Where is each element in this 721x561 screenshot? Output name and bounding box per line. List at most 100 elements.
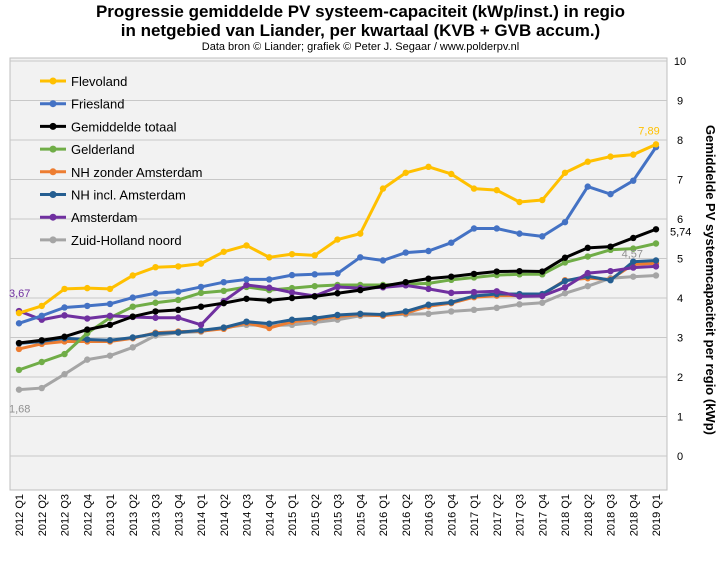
data-label: 5,74 xyxy=(670,226,691,238)
data-point xyxy=(288,289,296,296)
data-point xyxy=(607,267,614,275)
data-point xyxy=(220,279,227,286)
data-point xyxy=(630,177,637,184)
data-point xyxy=(243,318,250,325)
data-point xyxy=(175,263,182,270)
data-label: 7,89 xyxy=(638,125,659,137)
data-point xyxy=(266,297,273,304)
data-point xyxy=(470,288,478,296)
data-point xyxy=(402,308,409,315)
series-flevoland xyxy=(15,141,660,317)
x-tick-label: 2019 Q1 xyxy=(651,494,663,536)
data-point xyxy=(266,284,273,291)
data-point xyxy=(106,285,114,293)
data-point xyxy=(470,270,478,278)
x-tick-label: 2015 Q3 xyxy=(333,494,345,536)
x-tick-label: 2013 Q1 xyxy=(105,494,117,536)
data-label: 3,67 xyxy=(9,288,30,300)
y-tick-label: 8 xyxy=(677,135,683,147)
x-tick-label: 2015 Q2 xyxy=(310,494,322,536)
data-point xyxy=(288,250,296,258)
data-point xyxy=(15,386,23,393)
legend-label: Gemiddelde totaal xyxy=(71,119,177,134)
data-point xyxy=(607,243,614,250)
data-point xyxy=(129,344,136,351)
data-point xyxy=(61,333,68,340)
data-point xyxy=(288,271,296,279)
legend: Flevoland Friesland Gemiddelde totaal Gelde… xyxy=(40,74,203,248)
legend-marker xyxy=(49,145,57,153)
data-point xyxy=(493,268,500,275)
data-point xyxy=(448,289,455,297)
data-point xyxy=(197,327,205,334)
chart-subtitle: Data bron © Liander; grafiek © Peter J. … xyxy=(201,41,520,53)
data-point xyxy=(652,272,660,279)
series-lines xyxy=(15,141,660,393)
data-point xyxy=(379,257,387,264)
data-point xyxy=(152,330,159,337)
data-point xyxy=(607,153,614,160)
y-tick-label: 9 xyxy=(677,96,683,108)
data-point xyxy=(311,282,318,290)
x-tick-label: 2013 Q3 xyxy=(151,494,163,536)
x-tick-label: 2016 Q2 xyxy=(401,494,413,536)
data-point xyxy=(197,289,205,297)
data-point xyxy=(402,279,409,286)
data-point xyxy=(15,309,23,317)
data-point xyxy=(197,260,205,267)
legend-marker xyxy=(49,191,57,198)
legend-label: Zuid-Holland noord xyxy=(71,233,182,248)
data-point xyxy=(425,163,432,171)
data-point xyxy=(448,299,455,306)
data-point xyxy=(357,286,364,294)
legend-label: Friesland xyxy=(71,97,124,112)
y-tick-label: 7 xyxy=(677,175,683,187)
data-point xyxy=(220,299,227,307)
data-point xyxy=(561,284,569,291)
data-point xyxy=(152,314,159,321)
data-point xyxy=(630,245,637,252)
data-point xyxy=(311,271,318,278)
data-point xyxy=(38,358,45,366)
data-point xyxy=(630,264,637,271)
data-point xyxy=(561,290,569,297)
series-nh-incl-amsterdam xyxy=(15,257,660,347)
legend-label: Amsterdam xyxy=(71,210,137,225)
y-tick-label: 2 xyxy=(677,372,683,384)
data-point xyxy=(470,185,478,192)
data-point xyxy=(584,183,591,190)
data-point xyxy=(561,169,569,176)
data-point xyxy=(129,313,136,320)
data-point xyxy=(448,273,455,280)
data-point xyxy=(334,311,341,319)
x-tick-label: 2017 Q4 xyxy=(537,494,549,536)
legend-marker xyxy=(49,168,57,176)
x-tick-label: 2017 Q1 xyxy=(469,494,481,536)
series-gemiddelde-totaal xyxy=(15,226,660,347)
data-point xyxy=(652,263,660,270)
data-point xyxy=(106,300,114,308)
annotations: 7,89 5,74 4,57 3,67 1,68 xyxy=(9,125,691,415)
data-point xyxy=(311,252,318,259)
data-point xyxy=(561,277,569,285)
data-point xyxy=(379,282,387,290)
data-point xyxy=(243,276,250,283)
y-tick-label: 1 xyxy=(677,412,683,424)
y-axis: 0 1 2 3 4 5 6 7 8 9 10 xyxy=(674,56,686,463)
data-point xyxy=(197,283,205,291)
data-point xyxy=(152,299,159,306)
legend-label: NH incl. Amsterdam xyxy=(71,188,186,203)
data-point xyxy=(379,311,387,318)
legend-item: NH incl. Amsterdam xyxy=(40,188,186,203)
legend-marker xyxy=(49,122,57,130)
x-tick-label: 2016 Q1 xyxy=(378,494,390,536)
data-point xyxy=(243,295,250,302)
data-point xyxy=(175,296,182,304)
data-point xyxy=(561,254,569,261)
data-point xyxy=(357,254,364,261)
data-point xyxy=(493,225,500,232)
data-point xyxy=(175,288,182,295)
data-point xyxy=(84,356,91,363)
data-point xyxy=(106,312,114,319)
data-point xyxy=(607,190,614,198)
